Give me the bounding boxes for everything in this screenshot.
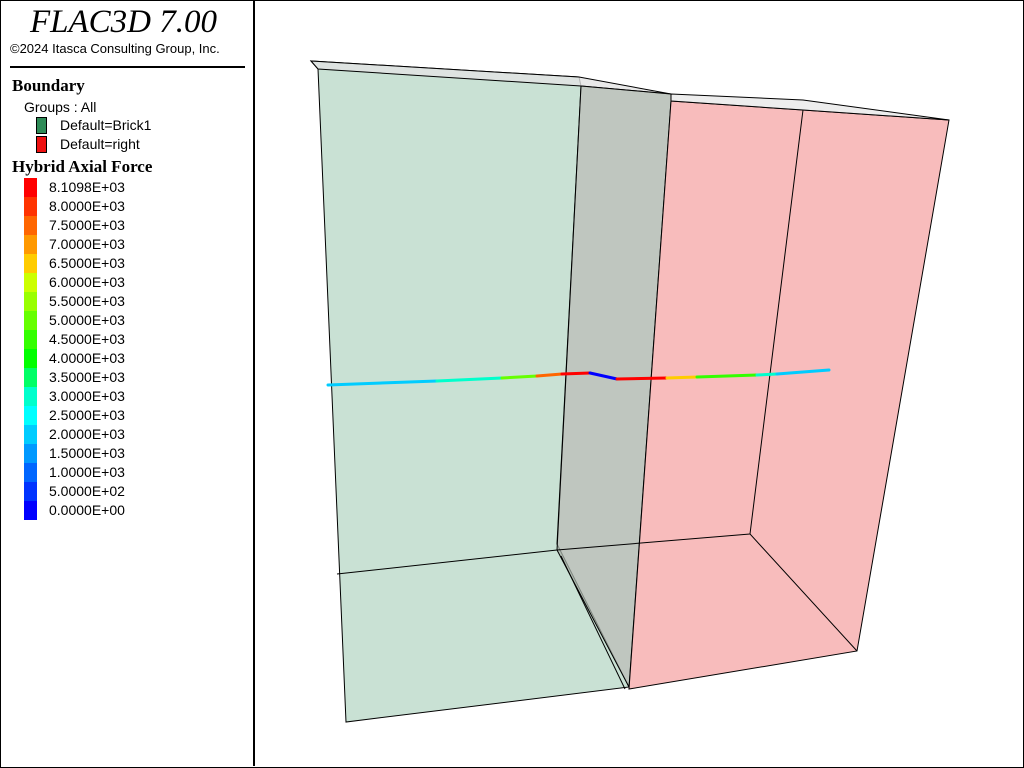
color-scale-label: 2.5000E+03: [49, 407, 125, 423]
pile-segment-8: [665, 375, 699, 380]
color-scale-label: 4.0000E+03: [49, 350, 125, 366]
color-scale-block: [24, 311, 37, 330]
color-scale-block: [24, 444, 37, 463]
right-block: [556, 93, 950, 690]
color-scale: [24, 178, 37, 521]
color-scale-block: [24, 292, 37, 311]
pile-segment-5: [560, 371, 592, 376]
pile-segment-4: [535, 372, 564, 378]
pile-segment-10: [755, 372, 779, 377]
pile-segment-2: [435, 376, 504, 383]
color-scale-block: [24, 482, 37, 501]
color-scale-label: 4.5000E+03: [49, 331, 125, 347]
color-scale-block: [24, 368, 37, 387]
color-scale-label: 3.0000E+03: [49, 388, 125, 404]
model-canvas: [309, 60, 950, 723]
copyright-text: ©2024 Itasca Consulting Group, Inc.: [10, 41, 220, 56]
pile-segment-6: [588, 371, 619, 381]
color-scale-label: 8.1098E+03: [49, 179, 125, 195]
group-label-brick1: Default=Brick1: [60, 117, 152, 133]
color-scale-block: [24, 254, 37, 273]
pile-segment-1: [326, 379, 439, 387]
color-scale-block: [24, 349, 37, 368]
color-scale-block: [24, 406, 37, 425]
color-scale-block: [24, 178, 37, 197]
groups-line: Groups : All: [24, 99, 97, 115]
color-scale-block: [24, 501, 37, 520]
brick1-inner-edge: [336, 549, 558, 575]
color-scale-block: [24, 273, 37, 292]
color-scale-label: 6.0000E+03: [49, 274, 125, 290]
interface-bottom-edge: [560, 555, 626, 690]
pile-structure: [326, 368, 831, 387]
model-viewport[interactable]: [257, 1, 1022, 766]
legend-divider: [10, 66, 245, 68]
right-bottom-inner-edge: [556, 533, 751, 551]
color-scale-block: [24, 387, 37, 406]
color-scale-block: [24, 216, 37, 235]
color-scale-label: 2.0000E+03: [49, 426, 125, 442]
right-front-face: [628, 100, 950, 690]
legend-panel: FLAC3D 7.00 ©2024 Itasca Consulting Grou…: [0, 0, 255, 766]
axial-force-heading: Hybrid Axial Force: [12, 157, 153, 176]
group-swatch-right: [36, 136, 47, 153]
pile-segment-3: [500, 374, 539, 380]
color-scale-label: 1.5000E+03: [49, 445, 125, 461]
color-scale-label: 5.0000E+02: [49, 483, 125, 499]
group-label-right: Default=right: [60, 136, 140, 152]
right-top-face: [670, 93, 950, 121]
pile-segment-7: [615, 376, 669, 381]
color-scale-label: 7.5000E+03: [49, 217, 125, 233]
color-scale-block: [24, 235, 37, 254]
color-scale-label: 5.0000E+03: [49, 312, 125, 328]
pile-segment-9: [695, 373, 759, 379]
color-scale-block: [24, 330, 37, 349]
pile-segment-11: [775, 368, 831, 376]
color-scale-block: [24, 425, 37, 444]
color-scale-label: 6.5000E+03: [49, 255, 125, 271]
color-scale-label: 8.0000E+03: [49, 198, 125, 214]
color-scale-label: 5.5000E+03: [49, 293, 125, 309]
color-scale-label: 7.0000E+03: [49, 236, 125, 252]
color-scale-label: 3.5000E+03: [49, 369, 125, 385]
group-swatch-brick1: [36, 117, 47, 134]
color-scale-label: 0.0000E+00: [49, 502, 125, 518]
color-scale-block: [24, 197, 37, 216]
app-title: FLAC3D 7.00: [30, 4, 218, 40]
boundary-heading: Boundary: [12, 76, 85, 95]
color-scale-label: 1.0000E+03: [49, 464, 125, 480]
color-scale-block: [24, 463, 37, 482]
